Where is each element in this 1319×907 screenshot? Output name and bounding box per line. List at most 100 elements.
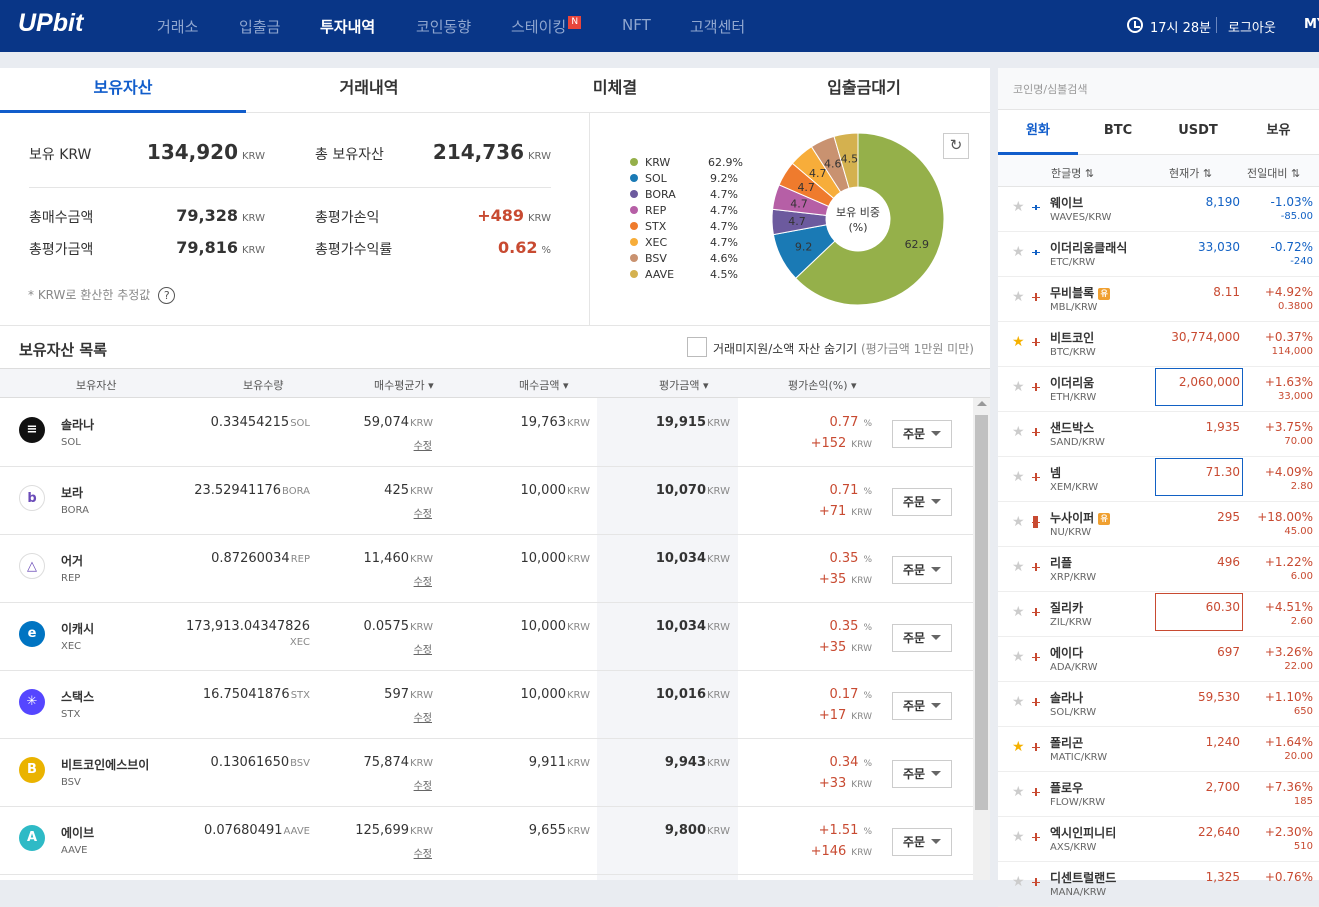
nav-exchange[interactable]: 거래소 (157, 18, 199, 36)
order-button[interactable]: 주문 (892, 692, 952, 720)
coin-name[interactable]: 에이브 (61, 826, 95, 840)
coin-name[interactable]: 스택스 (61, 690, 95, 704)
favorite-star-icon[interactable]: ★ (1012, 784, 1025, 800)
favorite-star-icon[interactable]: ★ (1012, 379, 1025, 395)
sort-by-price[interactable]: 현재가 ⇅ (1169, 167, 1213, 180)
coin-name[interactable]: 비트코인에스브이 (61, 758, 150, 772)
nav-deposit-withdraw[interactable]: 입출금 (239, 18, 281, 36)
quantity-value: 0.87260034 (211, 551, 290, 566)
market-pair: SAND/KRW (1050, 437, 1105, 448)
legend-name: SOL (645, 172, 667, 185)
holdings-scrollbar[interactable] (973, 398, 990, 880)
market-row-xrp[interactable]: ★ 리플 XRP/KRW 496 +1.22% 6.00 (998, 547, 1319, 592)
order-button[interactable]: 주문 (892, 624, 952, 652)
help-icon[interactable]: ? (158, 287, 176, 304)
edit-avg-price-link[interactable]: 수정 (413, 713, 432, 724)
market-row-etc[interactable]: ★ 이더리움클래식 ETC/KRW 33,030 -0.72% -240 (998, 232, 1319, 277)
market-row-sol[interactable]: ★ 솔라나 SOL/KRW 59,530 +1.10% 650 (998, 682, 1319, 727)
nav-coin-trends[interactable]: 코인동향 (416, 18, 472, 36)
market-row-flow[interactable]: ★ 플로우 FLOW/KRW 2,700 +7.36% 185 (998, 772, 1319, 817)
favorite-star-icon[interactable]: ★ (1012, 874, 1025, 890)
col-eval-amount[interactable]: 평가금액 ▾ (659, 379, 709, 392)
change-percent: +0.76% (1264, 870, 1313, 884)
favorite-star-icon[interactable]: ★ (1012, 559, 1025, 575)
tab-krw-market[interactable]: 원화 (998, 110, 1078, 155)
tab-usdt-market[interactable]: USDT (1158, 110, 1238, 155)
market-row-matic[interactable]: ★ 폴리곤 MATIC/KRW 1,240 +1.64% 20.00 (998, 727, 1319, 772)
edit-avg-price-link[interactable]: 수정 (413, 849, 432, 860)
holding-quantity: 23.52941176BORA (194, 483, 310, 498)
coin-name[interactable]: 솔라나 (61, 418, 95, 432)
tab-holdings[interactable]: 보유자산 (0, 68, 246, 113)
coin-name-text: 이더리움 (1050, 376, 1095, 390)
favorite-star-icon[interactable]: ★ (1012, 604, 1025, 620)
market-row-nu[interactable]: ★ 누사이퍼 유 NU/KRW 295 +18.00% 45.00 (998, 502, 1319, 547)
coin-name[interactable]: 어거 (61, 554, 84, 568)
hide-small-assets-checkbox[interactable] (687, 337, 707, 357)
nav-customer-center[interactable]: 고객센터 (690, 18, 746, 36)
krw-unit: KRW (567, 418, 590, 429)
edit-avg-price-link[interactable]: 수정 (413, 645, 432, 656)
tab-open-orders[interactable]: 미체결 (492, 68, 738, 113)
tab-trade-history[interactable]: 거래내역 (246, 68, 492, 113)
col-avg-price[interactable]: 매수평균가 ▾ (374, 379, 434, 392)
market-row-sand[interactable]: ★ 샌드박스 SAND/KRW 1,935 +3.75% 70.00 (998, 412, 1319, 457)
favorite-star-icon[interactable]: ★ (1012, 199, 1025, 215)
coin-search-box[interactable]: 코인명/심볼검색 (998, 68, 1319, 110)
market-row-mbl[interactable]: ★ 무비블록 유 MBL/KRW 8.11 +4.92% 0.3800 (998, 277, 1319, 322)
total-assets-unit: KRW (528, 151, 551, 162)
order-button[interactable]: 주문 (892, 828, 952, 856)
upbit-logo[interactable]: UPbit (18, 9, 84, 37)
favorite-star-icon[interactable]: ★ (1012, 289, 1025, 305)
scroll-up-arrow-icon[interactable] (977, 401, 987, 406)
order-button[interactable]: 주문 (892, 556, 952, 584)
order-button[interactable]: 주문 (892, 760, 952, 788)
tab-holdings-market[interactable]: 보유 (1238, 110, 1319, 155)
favorite-star-icon[interactable]: ★ (1012, 514, 1025, 530)
legend-item-rep: REP 4.7% (630, 204, 738, 217)
favorite-star-icon[interactable]: ★ (1012, 649, 1025, 665)
market-row-btc[interactable]: ★ 비트코인 BTC/KRW 30,774,000 +0.37% 114,000 (998, 322, 1319, 367)
coin-name[interactable]: 보라 (61, 486, 84, 500)
sort-by-name[interactable]: 한글명 ⇅ (1051, 167, 1095, 180)
market-pair: MANA/KRW (1050, 887, 1107, 898)
tab-pending-transfers[interactable]: 입출금대기 (738, 68, 990, 113)
favorite-star-icon[interactable]: ★ (1012, 739, 1025, 755)
col-buy-amount[interactable]: 매수금액 ▾ (519, 379, 569, 392)
market-row-ada[interactable]: ★ 에이다 ADA/KRW 697 +3.26% 22.00 (998, 637, 1319, 682)
mini-candle-icon (1032, 473, 1040, 481)
hide-small-assets-label[interactable]: 거래미지원/소액 자산 숨기기 (평가금액 1만원 미만) (713, 340, 974, 357)
refresh-icon[interactable]: ↻ (943, 133, 969, 159)
order-button[interactable]: 주문 (892, 420, 952, 448)
current-price: 71.30 (1205, 465, 1240, 479)
favorite-star-icon[interactable]: ★ (1012, 244, 1025, 260)
favorite-star-icon[interactable]: ★ (1012, 469, 1025, 485)
logout-link[interactable]: 로그아웃 (1228, 21, 1276, 36)
summary-divider (29, 187, 551, 188)
favorite-star-icon[interactable]: ★ (1012, 424, 1025, 440)
coin-search-input[interactable]: 코인명/심볼검색 (1013, 83, 1088, 96)
order-button[interactable]: 주문 (892, 488, 952, 516)
favorite-star-icon[interactable]: ★ (1012, 334, 1025, 350)
favorite-star-icon[interactable]: ★ (1012, 694, 1025, 710)
market-row-waves[interactable]: ★ 웨이브 WAVES/KRW 8,190 -1.03% -85.00 (998, 187, 1319, 232)
edit-avg-price-link[interactable]: 수정 (413, 441, 432, 452)
sort-by-change[interactable]: 전일대비 ⇅ (1247, 167, 1301, 180)
edit-avg-price-link[interactable]: 수정 (413, 781, 432, 792)
col-pnl[interactable]: 평가손익(%) ▾ (788, 379, 857, 392)
edit-avg-price-link[interactable]: 수정 (413, 509, 432, 520)
my-page-link[interactable]: MY (1304, 17, 1319, 32)
market-row-eth[interactable]: ★ 이더리움 ETH/KRW 2,060,000 +1.63% 33,000 (998, 367, 1319, 412)
nav-nft[interactable]: NFT (622, 16, 651, 34)
tab-btc-market[interactable]: BTC (1078, 110, 1158, 155)
nav-investments[interactable]: 투자내역 (320, 18, 376, 36)
edit-avg-price-link[interactable]: 수정 (413, 577, 432, 588)
scroll-thumb[interactable] (975, 415, 988, 810)
market-row-axs[interactable]: ★ 엑시인피니티 AXS/KRW 22,640 +2.30% 510 (998, 817, 1319, 862)
market-row-xem[interactable]: ★ 넴 XEM/KRW 71.30 +4.09% 2.80 (998, 457, 1319, 502)
nav-staking[interactable]: 스테이킹 N (511, 16, 582, 37)
favorite-star-icon[interactable]: ★ (1012, 829, 1025, 845)
coin-name[interactable]: 이캐시 (61, 622, 95, 636)
market-row-zil[interactable]: ★ 질리카 ZIL/KRW 60.30 +4.51% 2.60 (998, 592, 1319, 637)
market-row-mana[interactable]: ★ 디센트럴랜드 MANA/KRW 1,325 +0.76% (998, 862, 1319, 907)
